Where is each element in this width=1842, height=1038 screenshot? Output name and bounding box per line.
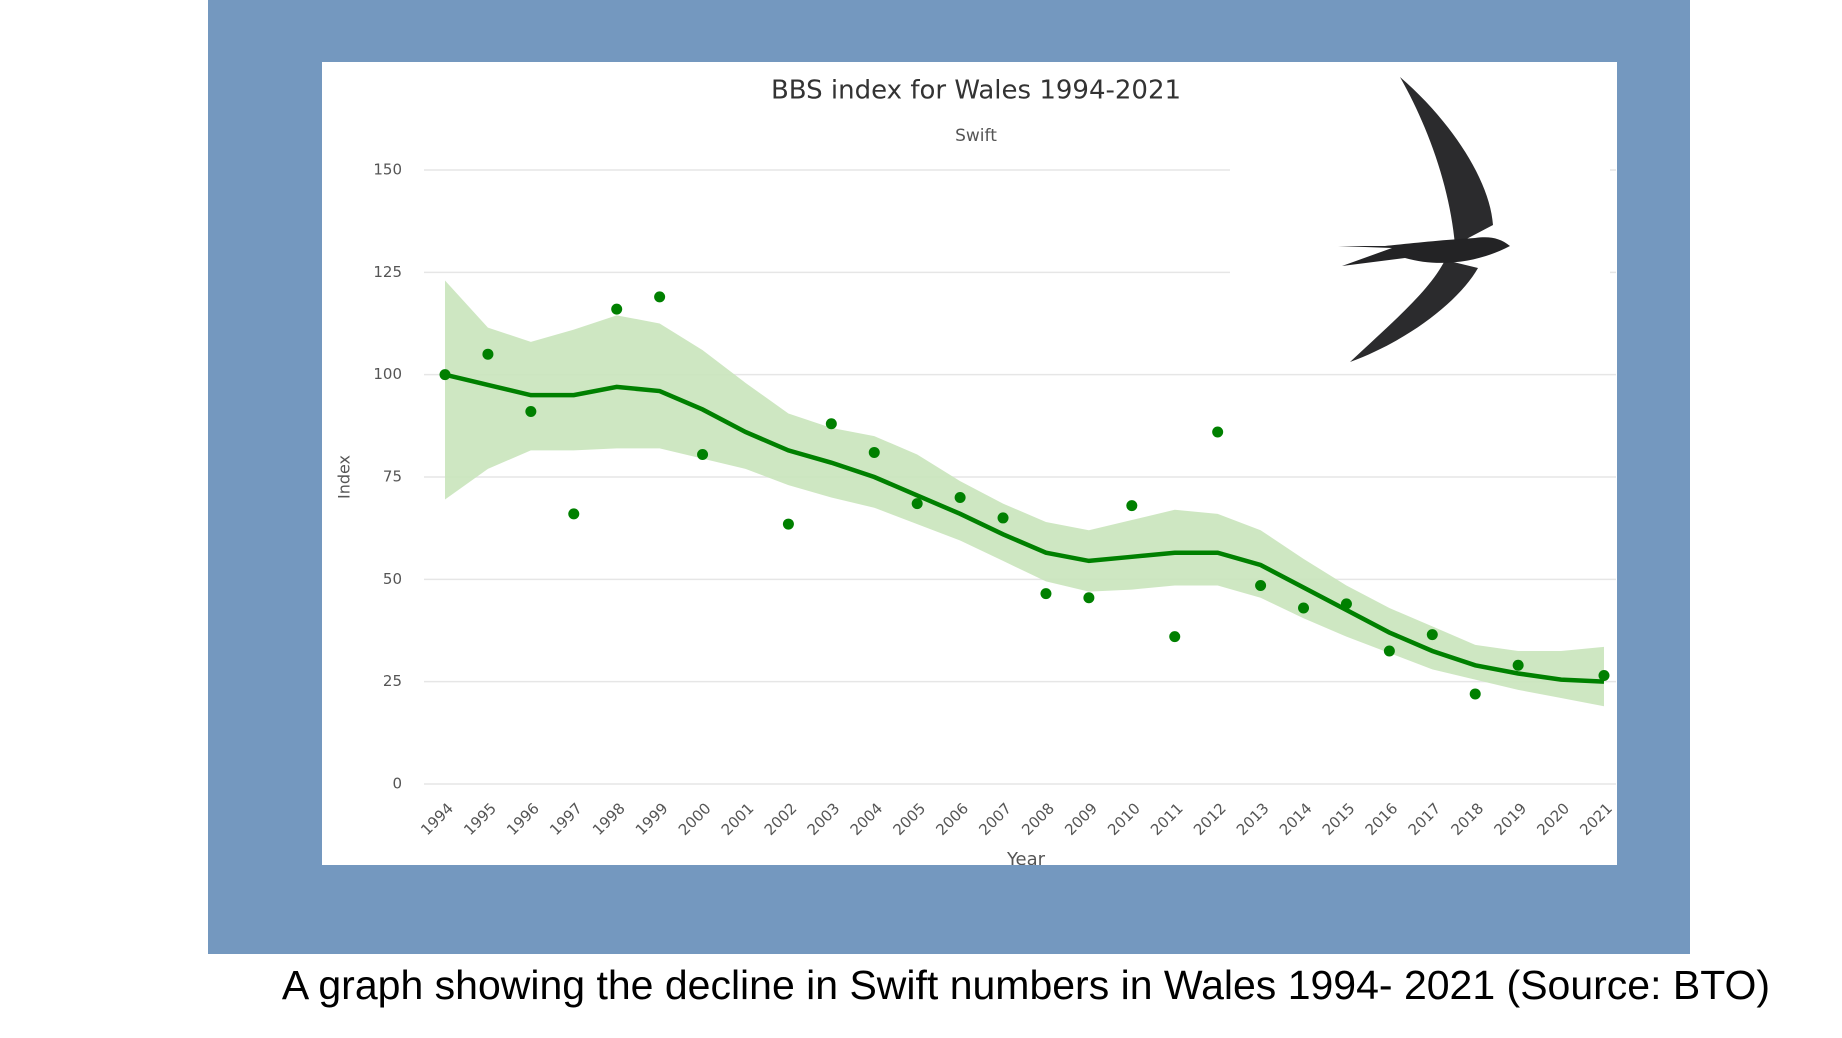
bird-wing-lower bbox=[1350, 260, 1478, 362]
data-point bbox=[1298, 602, 1310, 614]
data-point bbox=[825, 418, 837, 430]
data-point bbox=[1426, 629, 1438, 641]
y-tick-label: 75 bbox=[383, 468, 402, 486]
bird-wing-upper bbox=[1400, 77, 1493, 245]
bird-body bbox=[1338, 237, 1510, 266]
confidence-band bbox=[445, 280, 1604, 707]
y-tick-label: 125 bbox=[373, 263, 402, 281]
y-tick-label: 50 bbox=[383, 570, 402, 588]
swift-illustration bbox=[1230, 68, 1610, 368]
data-point bbox=[568, 508, 580, 520]
data-point bbox=[782, 518, 794, 530]
chart-subtitle: Swift bbox=[955, 126, 997, 146]
chart-title: BBS index for Wales 1994-2021 bbox=[771, 76, 1181, 106]
data-point bbox=[997, 512, 1009, 524]
data-point bbox=[654, 291, 666, 303]
data-point bbox=[1040, 588, 1052, 600]
data-point bbox=[1169, 631, 1181, 643]
y-tick-label: 100 bbox=[373, 365, 402, 383]
data-point bbox=[1598, 670, 1610, 682]
data-point bbox=[439, 369, 451, 381]
data-point bbox=[1212, 426, 1224, 438]
y-tick-label: 0 bbox=[392, 775, 402, 793]
y-tick-label: 150 bbox=[373, 161, 402, 179]
data-point bbox=[1255, 579, 1267, 591]
data-point bbox=[911, 498, 923, 510]
data-point bbox=[868, 446, 880, 458]
data-point bbox=[525, 406, 537, 418]
data-point bbox=[611, 303, 623, 315]
data-point bbox=[954, 491, 966, 503]
x-axis-title: Year bbox=[1006, 849, 1046, 870]
y-tick-label: 25 bbox=[383, 672, 402, 690]
data-point bbox=[1126, 500, 1138, 512]
data-point bbox=[1469, 688, 1481, 700]
y-axis-title: Index bbox=[335, 455, 354, 499]
data-point bbox=[482, 348, 494, 360]
data-point bbox=[1512, 659, 1524, 671]
caption: A graph showing the decline in Swift num… bbox=[282, 962, 1770, 1008]
data-point bbox=[1083, 592, 1095, 604]
data-point bbox=[1383, 645, 1395, 657]
data-point bbox=[1340, 598, 1352, 610]
trend-line bbox=[444, 372, 1605, 684]
data-point bbox=[697, 448, 709, 460]
